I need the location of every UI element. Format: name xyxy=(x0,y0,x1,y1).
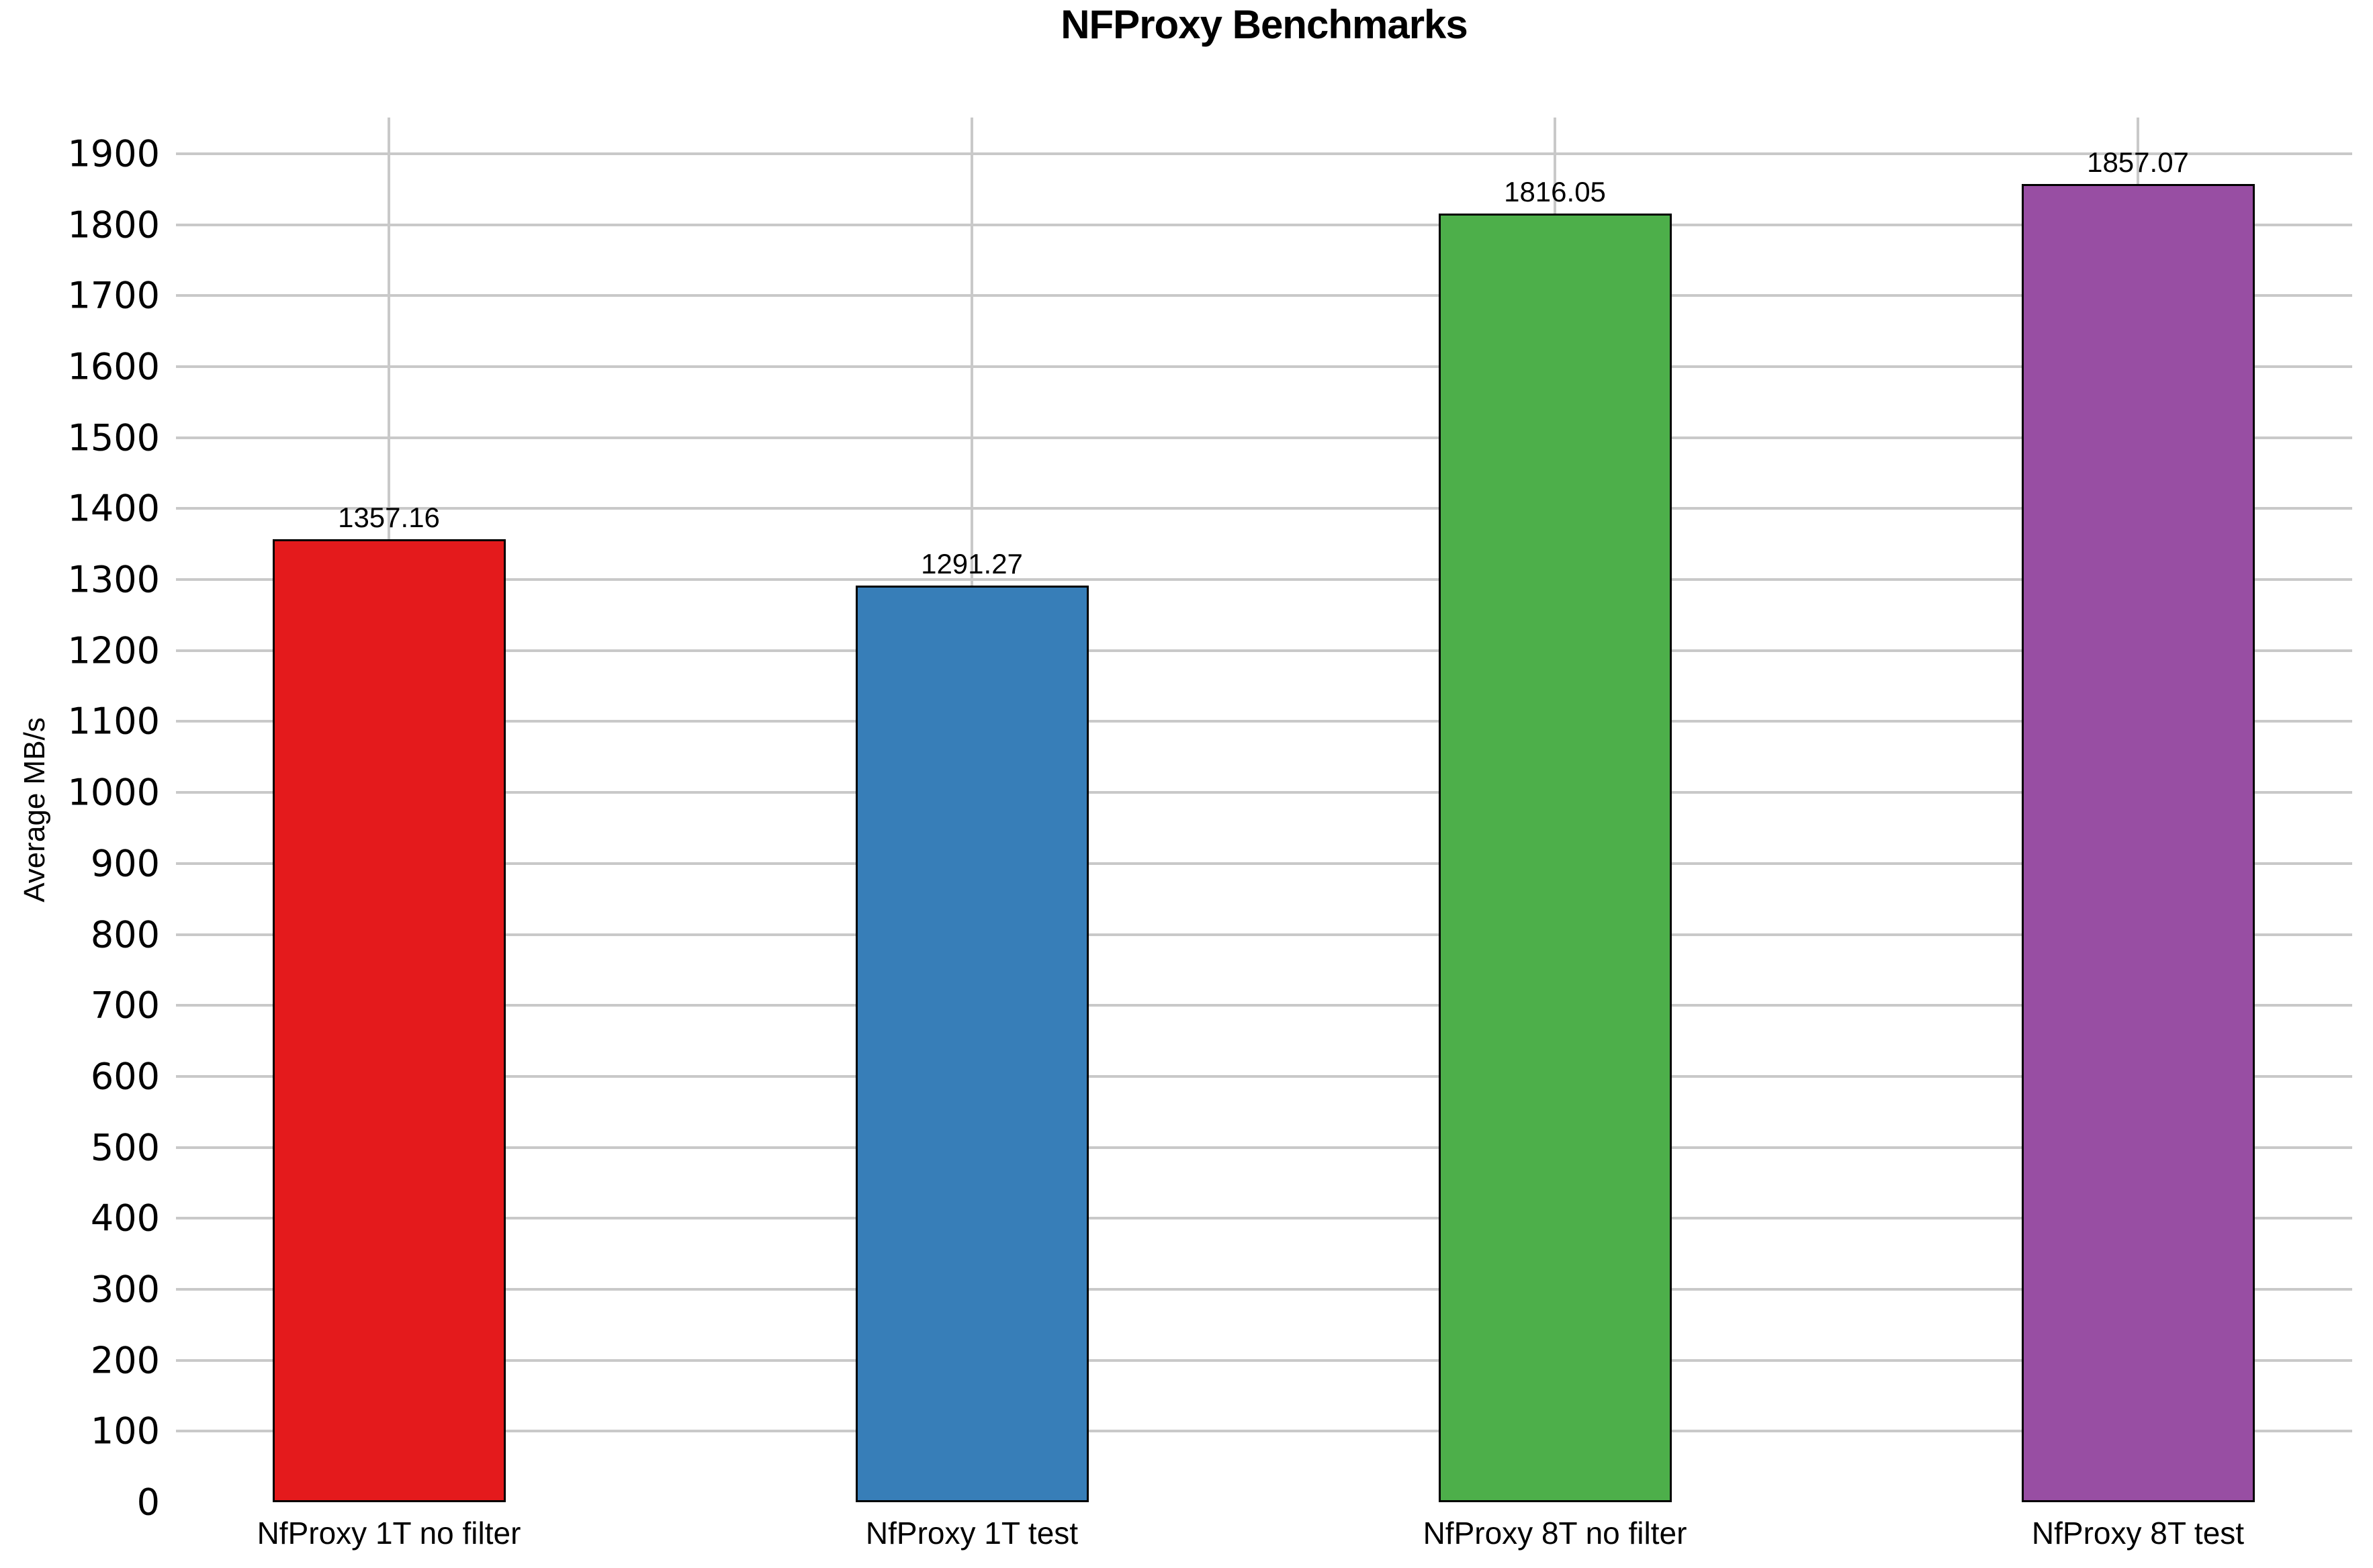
x-tick-label: NfProxy 1T no filter xyxy=(257,1516,521,1551)
y-tick-label: 200 xyxy=(90,1339,160,1382)
horizontal-gridline xyxy=(176,933,2352,936)
horizontal-gridline xyxy=(176,1358,2352,1362)
horizontal-gridline xyxy=(176,649,2352,652)
bar-1 xyxy=(272,539,506,1502)
x-tick-label: NfProxy 1T test xyxy=(865,1516,1079,1551)
y-tick-label: 900 xyxy=(90,842,160,885)
plot-area: 1357.16 1291.27 1816.05 1857.07 xyxy=(176,118,2352,1502)
y-tick-label: 1800 xyxy=(67,203,160,246)
horizontal-gridline xyxy=(176,436,2352,439)
y-tick-label: 0 xyxy=(136,1481,160,1524)
horizontal-gridline xyxy=(176,1217,2352,1220)
y-tick-label: 1900 xyxy=(67,132,160,175)
y-axis-title: Average MB/s xyxy=(18,717,51,903)
y-tick-label: 300 xyxy=(90,1268,160,1311)
y-tick-label: 1100 xyxy=(67,700,160,743)
horizontal-gridline xyxy=(176,365,2352,369)
y-tick-label: 1200 xyxy=(67,629,160,672)
bar-3 xyxy=(1438,213,1672,1502)
y-tick-label: 1600 xyxy=(67,345,160,388)
bar-value-label: 1357.16 xyxy=(338,501,440,533)
bar-value-label: 1857.07 xyxy=(2087,146,2189,179)
horizontal-gridline xyxy=(176,791,2352,794)
horizontal-gridline xyxy=(176,862,2352,865)
y-tick-label: 1700 xyxy=(67,274,160,317)
horizontal-gridline xyxy=(176,152,2352,155)
y-tick-label: 1400 xyxy=(67,487,160,530)
y-tick-label: 100 xyxy=(90,1410,160,1452)
y-tick-label: 500 xyxy=(90,1126,160,1169)
y-tick-label: 1300 xyxy=(67,558,160,601)
horizontal-gridline xyxy=(176,507,2352,510)
horizontal-gridline xyxy=(176,294,2352,297)
y-tick-label: 600 xyxy=(90,1055,160,1098)
y-tick-label: 800 xyxy=(90,913,160,956)
horizontal-gridline xyxy=(176,223,2352,226)
horizontal-gridline xyxy=(176,720,2352,723)
bar-2 xyxy=(855,586,1089,1502)
horizontal-gridline xyxy=(176,1074,2352,1078)
bar-4 xyxy=(2021,184,2255,1502)
x-tick-label: NfProxy 8T test xyxy=(2031,1516,2245,1551)
horizontal-gridline xyxy=(176,1287,2352,1291)
horizontal-gridline xyxy=(176,1004,2352,1007)
y-tick-label: 400 xyxy=(90,1197,160,1240)
x-tick-label: NfProxy 8T no filter xyxy=(1423,1516,1687,1551)
horizontal-gridline xyxy=(176,1430,2352,1433)
y-tick-label: 700 xyxy=(90,984,160,1027)
chart-title: NFProxy Benchmarks xyxy=(1061,2,1468,47)
bar-value-label: 1291.27 xyxy=(921,548,1023,580)
y-tick-label: 1500 xyxy=(67,416,160,459)
bar-value-label: 1816.05 xyxy=(1504,175,1606,207)
horizontal-gridline xyxy=(176,578,2352,582)
horizontal-gridline xyxy=(176,1146,2352,1149)
y-tick-label: 1000 xyxy=(67,771,160,814)
